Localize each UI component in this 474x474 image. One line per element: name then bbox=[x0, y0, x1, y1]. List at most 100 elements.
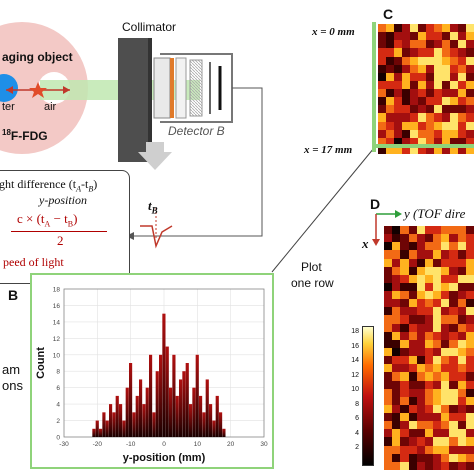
heatmap-cell bbox=[441, 282, 451, 292]
heatmap-cell bbox=[449, 282, 459, 292]
heatmap-cell bbox=[441, 266, 451, 276]
heatmap-cell bbox=[465, 299, 474, 309]
heatmap-cell bbox=[449, 453, 459, 463]
heatmap-cell bbox=[408, 266, 418, 276]
heatmap-cell bbox=[384, 339, 393, 349]
heatmap-cell bbox=[400, 404, 410, 414]
heatmap-cell bbox=[416, 380, 426, 390]
heatmap-cell bbox=[457, 266, 467, 276]
heatmap-cell bbox=[408, 372, 418, 382]
heatmap-cell bbox=[386, 24, 394, 33]
heatmap-cell bbox=[450, 48, 458, 58]
histogram-bar bbox=[115, 395, 119, 437]
heatmap-cell bbox=[408, 315, 418, 325]
heatmap-cell bbox=[416, 429, 426, 439]
d-axes-arrows bbox=[372, 210, 402, 246]
heatmap-cell bbox=[442, 40, 450, 50]
heatmap-cell bbox=[457, 323, 467, 333]
heatmap-cell bbox=[384, 299, 393, 309]
y-tick-label: 10 bbox=[53, 352, 61, 359]
heatmap-cell bbox=[465, 274, 474, 284]
heatmap-cell bbox=[378, 137, 386, 147]
heatmap-cell bbox=[465, 242, 474, 252]
heatmap-cell bbox=[400, 234, 410, 244]
histogram-bar bbox=[215, 395, 219, 437]
heatmap-cell bbox=[392, 234, 402, 244]
heatmap-cell bbox=[441, 226, 451, 235]
histogram-bar bbox=[185, 363, 189, 437]
heatmap-cell bbox=[441, 413, 451, 423]
heatmap-cell bbox=[424, 299, 434, 309]
tb-label: tB bbox=[148, 198, 158, 216]
heatmap-cell bbox=[378, 89, 386, 98]
heatmap-cell bbox=[442, 105, 450, 115]
c-highlight-row bbox=[372, 144, 474, 148]
heatmap-cell bbox=[384, 266, 393, 276]
heatmap-cell bbox=[400, 388, 410, 398]
heatmap-cell bbox=[392, 461, 402, 470]
heatmap-cell bbox=[441, 364, 451, 374]
histogram-bar bbox=[209, 404, 213, 437]
heatmap-cell bbox=[433, 437, 443, 447]
heatmap-cell bbox=[400, 226, 410, 235]
heatmap-cell bbox=[458, 89, 466, 98]
heatmap-cell bbox=[416, 453, 426, 463]
heatmap-cell bbox=[416, 339, 426, 349]
histogram-bar bbox=[159, 354, 163, 437]
heatmap-cell bbox=[442, 121, 450, 131]
heatmap-cell bbox=[378, 56, 386, 66]
heatmap-cell bbox=[434, 145, 442, 154]
heatmap-cell bbox=[418, 129, 426, 139]
colorbar-tick-label: 16 bbox=[351, 342, 359, 350]
imaging-object-label: aging object bbox=[2, 50, 73, 64]
heatmap-cell bbox=[449, 413, 459, 423]
heatmap-cell bbox=[465, 445, 474, 455]
heatmap-cell bbox=[392, 453, 402, 463]
heatmap-cell bbox=[402, 72, 410, 82]
heatmap-cell bbox=[465, 315, 474, 325]
heatmap-cell bbox=[466, 137, 474, 147]
heatmap-cell bbox=[392, 266, 402, 276]
heatmap-cell bbox=[392, 291, 402, 301]
histogram-bar bbox=[212, 420, 216, 437]
heatmap-cell bbox=[426, 97, 434, 107]
heatmap-cell bbox=[400, 282, 410, 292]
heatmap-cell bbox=[386, 89, 394, 98]
heatmap-cell bbox=[441, 372, 451, 382]
heatmap-cell bbox=[384, 404, 393, 414]
heatmap-cell bbox=[424, 323, 434, 333]
heatmap-cell bbox=[392, 429, 402, 439]
heatmap-cell bbox=[400, 453, 410, 463]
heatmap-cell bbox=[442, 56, 450, 66]
heatmap-cell bbox=[394, 89, 402, 98]
heatmap-cell bbox=[433, 348, 443, 357]
heatmap-cell bbox=[465, 307, 474, 317]
histogram-bar bbox=[175, 395, 179, 437]
heatmap-cell bbox=[400, 331, 410, 341]
y-tick-label: 14 bbox=[53, 319, 61, 326]
heatmap-cell bbox=[400, 461, 410, 470]
heatmap-cell bbox=[449, 348, 459, 357]
heatmap-cell bbox=[466, 121, 474, 131]
heatmap-cell bbox=[402, 137, 410, 147]
histogram-bar bbox=[145, 387, 149, 437]
heatmap-cell bbox=[424, 266, 434, 276]
heatmap-cell bbox=[402, 145, 410, 154]
heatmap-cell bbox=[465, 388, 474, 398]
heatmap-cell bbox=[416, 461, 426, 470]
heatmap-cell bbox=[416, 266, 426, 276]
heatmap-cell bbox=[434, 32, 442, 42]
heatmap-cell bbox=[408, 388, 418, 398]
histogram-bar bbox=[205, 379, 209, 437]
heatmap-cell bbox=[392, 396, 402, 406]
heatmap-cell bbox=[384, 453, 393, 463]
heatmap-cell bbox=[434, 137, 442, 147]
heatmap-cell bbox=[465, 266, 474, 276]
heatmap-cell bbox=[400, 291, 410, 301]
heatmap-cell bbox=[457, 453, 467, 463]
heatmap-cell bbox=[433, 339, 443, 349]
heatmap-cell bbox=[410, 24, 418, 33]
heatmap-cell bbox=[424, 234, 434, 244]
heatmap-cell bbox=[410, 145, 418, 154]
heatmap-cell bbox=[433, 299, 443, 309]
